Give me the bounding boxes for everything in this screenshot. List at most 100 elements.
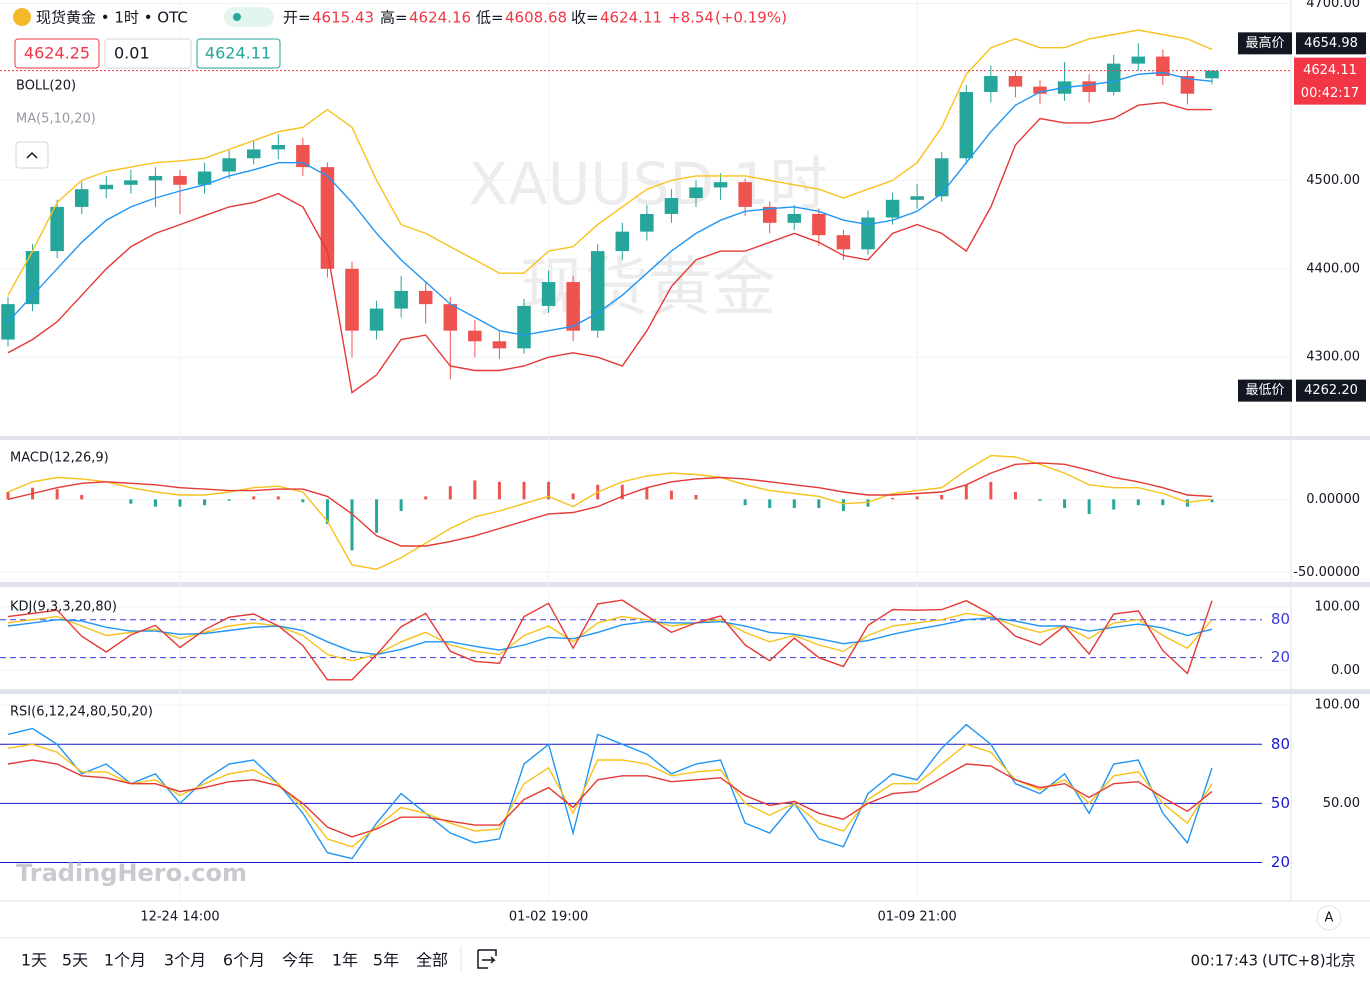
watermark-text: XAUUSD 1时 xyxy=(468,150,827,218)
range-button[interactable]: 3个月 xyxy=(164,951,206,970)
level-label: 20 xyxy=(1271,648,1290,666)
candle-body xyxy=(762,206,777,223)
price-label-value: 4262.20 xyxy=(1304,383,1358,398)
panel-title: KDJ(9,3,3,20,80) xyxy=(10,600,117,615)
indicator-label[interactable]: BOLL(20) xyxy=(16,79,76,94)
buy-box[interactable] xyxy=(196,38,281,69)
macd-bar xyxy=(547,481,551,500)
candle-body xyxy=(713,182,728,188)
candle-body xyxy=(246,149,261,159)
panel-title: RSI(6,12,24,80,50,20) xyxy=(10,705,153,720)
macd-bar xyxy=(817,499,821,509)
collapse-icon xyxy=(26,151,38,159)
candle-body xyxy=(934,158,949,197)
y-tick-label: 100.00 xyxy=(1315,697,1361,712)
range-button[interactable]: 1天 xyxy=(21,951,47,970)
x-tick-label: 12-24 14:00 xyxy=(140,910,219,925)
level-label: 50 xyxy=(1271,794,1290,812)
range-button[interactable]: 5天 xyxy=(62,951,88,970)
candle-body xyxy=(271,145,286,150)
timezone[interactable]: (UTC+8)北京 xyxy=(1262,952,1356,970)
auto-button[interactable] xyxy=(1316,905,1342,931)
macd-bar xyxy=(841,499,845,511)
change: +8.54 xyxy=(668,9,714,27)
candle-body xyxy=(517,305,531,349)
macd-bar xyxy=(1087,499,1091,514)
candle-body xyxy=(50,206,64,252)
candle-body xyxy=(369,308,384,331)
collapse-button[interactable] xyxy=(15,141,49,169)
close-value: 4624.11 xyxy=(600,9,662,27)
open-label: 开= xyxy=(283,9,311,27)
range-button[interactable]: 全部 xyxy=(416,951,448,970)
buy-price[interactable]: 4624.11 xyxy=(205,44,271,63)
y-tick-label: 0.00000 xyxy=(1306,492,1360,507)
price-label-box xyxy=(1238,32,1292,55)
candle-body xyxy=(885,199,900,218)
symbol[interactable]: 现货黄金 • 1时 • OTC xyxy=(36,9,188,27)
macd-bar xyxy=(1013,492,1017,500)
macd-bar xyxy=(497,481,501,500)
auto-label[interactable]: A xyxy=(1325,911,1334,926)
candle-body xyxy=(148,175,163,181)
compare-icon[interactable] xyxy=(477,949,497,969)
panel-title: MACD(12,26,9) xyxy=(10,451,109,466)
candle-body xyxy=(959,91,974,159)
macd-bar xyxy=(522,481,526,500)
separator xyxy=(0,436,1370,440)
candle-body xyxy=(1106,63,1121,92)
indicator-line xyxy=(7,71,1213,336)
price-label-value: 4654.98 xyxy=(1304,36,1358,51)
macd-bar xyxy=(694,494,698,500)
candle-body xyxy=(812,213,826,236)
sell-box[interactable] xyxy=(14,38,100,69)
macd-bar xyxy=(620,484,624,500)
candle-body xyxy=(1008,76,1023,87)
y-tick-label: 0.00 xyxy=(1331,663,1360,678)
indicator-line xyxy=(7,617,1213,656)
macd-bar xyxy=(6,492,10,500)
qty-box[interactable] xyxy=(104,38,192,69)
candle-body xyxy=(910,196,924,200)
macd-bar xyxy=(1136,499,1140,506)
candle-body xyxy=(197,171,212,185)
macd-bar xyxy=(203,499,207,506)
level-label: 80 xyxy=(1271,610,1290,628)
range-button[interactable]: 5年 xyxy=(373,951,399,970)
candle-body xyxy=(74,189,89,207)
range-button[interactable]: 今年 xyxy=(282,951,314,970)
high-label: 高= xyxy=(380,9,408,27)
macd-bar xyxy=(1210,499,1214,503)
candle-body xyxy=(861,217,875,250)
symbol-icon xyxy=(13,8,31,26)
macd-bar xyxy=(301,499,305,503)
range-button[interactable]: 1年 xyxy=(332,951,358,970)
close-label: 收= xyxy=(571,9,599,27)
indicator-line xyxy=(7,101,1212,394)
candle-body xyxy=(1180,76,1195,94)
range-button[interactable]: 1个月 xyxy=(104,951,146,970)
x-tick-label: 01-02 19:00 xyxy=(509,910,588,925)
price-label-name: 最高价 xyxy=(1245,35,1284,51)
range-button[interactable]: 6个月 xyxy=(223,951,265,970)
watermark: XAUUSD 1时 现货黄金 xyxy=(468,150,827,325)
macd-bar xyxy=(153,499,157,507)
watermark-text: 现货黄金 xyxy=(520,252,776,326)
qty[interactable]: 0.01 xyxy=(114,44,150,63)
candle-body xyxy=(664,198,679,214)
macd-bar xyxy=(178,499,182,507)
candle-body xyxy=(787,213,802,223)
macd-bar xyxy=(325,499,329,525)
indicator-label[interactable]: MA(5,10,20) xyxy=(16,112,96,127)
candle-body xyxy=(345,268,359,331)
indicator-line xyxy=(7,743,1213,848)
level-label: 80 xyxy=(1271,735,1290,753)
candle-body xyxy=(173,175,187,185)
candle-body xyxy=(615,231,630,252)
y-tick-label: 100.00 xyxy=(1315,600,1361,615)
brand: TradingHero.com xyxy=(16,859,247,887)
sell-price[interactable]: 4624.25 xyxy=(24,44,90,63)
status-dot xyxy=(233,13,241,21)
y-tick-label: 50.00 xyxy=(1323,796,1360,811)
change-pct: (+0.19%) xyxy=(715,9,787,27)
